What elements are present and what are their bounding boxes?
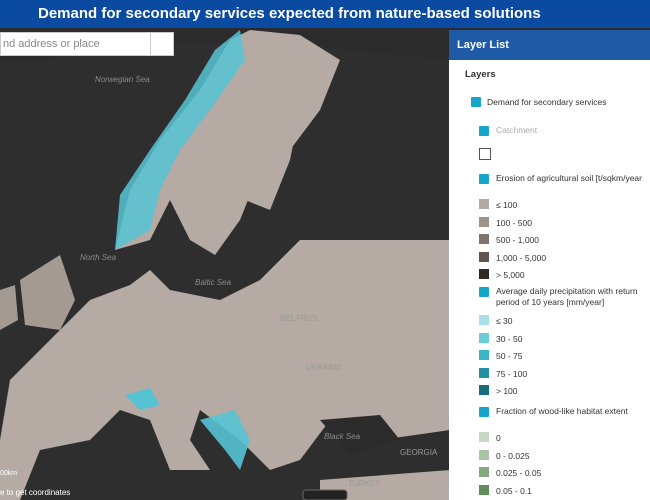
map-label: UKRAINE xyxy=(306,363,342,372)
map-label: Norwegian Sea xyxy=(95,75,150,84)
legend-swatch xyxy=(479,449,489,460)
legend-label: 1,000 - 5,000 xyxy=(496,252,547,263)
search-placeholder[interactable]: nd address or place xyxy=(3,38,100,50)
legend-swatch xyxy=(479,251,489,262)
coordinates-hint[interactable]: e to get coordinates xyxy=(0,488,71,497)
legend-swatch xyxy=(479,385,489,395)
checkbox[interactable] xyxy=(479,287,489,297)
layer-name[interactable]: Catchment xyxy=(496,125,538,135)
map-label: Baltic Sea xyxy=(195,278,232,287)
legend-swatch xyxy=(479,269,489,279)
legend-label: 0 xyxy=(496,433,501,443)
legend-swatch xyxy=(479,484,489,495)
layer-name[interactable]: Fraction of wood-like habitat extent xyxy=(496,406,628,416)
legend-swatch xyxy=(479,332,489,343)
layers-heading: Layers xyxy=(465,69,496,80)
map-label: GEORGIA xyxy=(400,448,438,457)
legend-label: 100 - 500 xyxy=(496,217,532,228)
search-button[interactable] xyxy=(150,33,173,55)
legend-label: > 100 xyxy=(496,386,518,396)
search-box[interactable]: nd address or place xyxy=(0,32,174,56)
legend-label: ≤ 100 xyxy=(496,200,518,210)
layer-list-panel: Layer List Layers Demand for secondary se… xyxy=(449,30,650,500)
map-label: North Sea xyxy=(80,253,117,262)
legend-swatch xyxy=(479,199,489,209)
legend-label: 0.025 - 0.05 xyxy=(496,468,542,478)
legend-swatch xyxy=(479,367,489,378)
layer-group-name[interactable]: Demand for secondary services xyxy=(487,97,607,107)
legend-swatch xyxy=(479,315,489,325)
legend-swatch xyxy=(479,234,489,244)
catchment-swatch xyxy=(479,148,491,160)
legend-swatch xyxy=(479,216,489,227)
checkbox[interactable] xyxy=(479,407,489,417)
legend-swatch xyxy=(479,432,489,442)
checkbox[interactable] xyxy=(479,126,489,136)
legend-label: 50 - 75 xyxy=(496,351,523,361)
layer-name[interactable]: Erosion of agricultural soil [t/sqkm/yea… xyxy=(496,173,642,183)
layer-name[interactable]: Average daily precipitation with return … xyxy=(496,286,638,307)
legend-swatch xyxy=(479,350,489,360)
map-label: TURKEY xyxy=(348,479,381,488)
app-header: Demand for secondary services expected f… xyxy=(0,0,650,28)
legend-label: 30 - 50 xyxy=(496,333,523,344)
legend-label: 75 - 100 xyxy=(496,368,528,379)
map-label: Black Sea xyxy=(324,432,361,441)
map-label: BELARUS xyxy=(280,314,318,323)
scale-bar: 00km xyxy=(0,470,18,477)
checkbox[interactable] xyxy=(471,97,481,107)
panel-title: Layer List xyxy=(449,30,650,60)
legend-label: 0 - 0.025 xyxy=(496,450,530,461)
legend-label: ≤ 30 xyxy=(496,316,513,326)
legend-label: 0.05 - 0.1 xyxy=(496,485,532,496)
legend-label: 500 - 1,000 xyxy=(496,235,540,245)
legend-swatch xyxy=(479,467,489,477)
legend-label: > 5,000 xyxy=(496,270,525,280)
checkbox[interactable] xyxy=(479,174,489,184)
